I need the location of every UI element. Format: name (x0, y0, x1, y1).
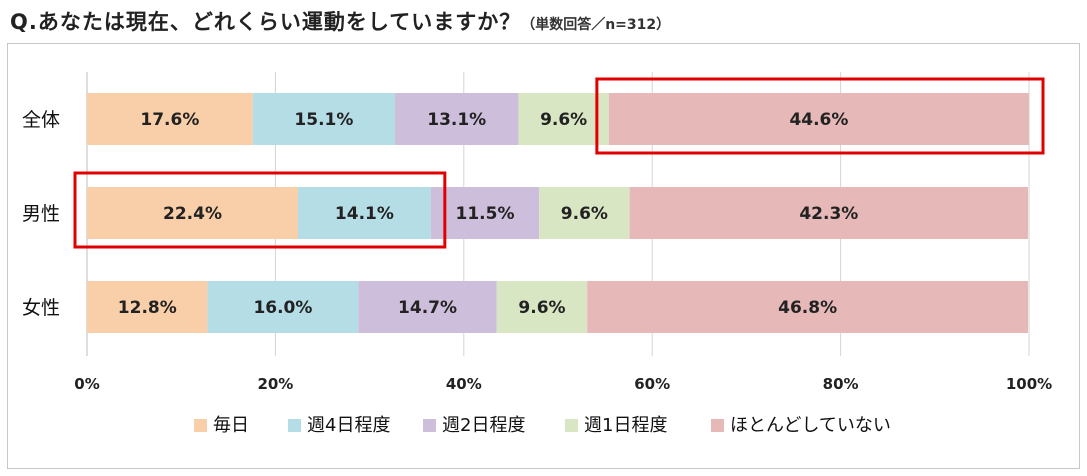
data-label: 9.6% (518, 298, 565, 318)
legend-swatch (565, 419, 578, 432)
legend-label: 毎日 (213, 415, 249, 436)
bar-segment (358, 281, 497, 333)
legend-label: 週4日程度 (307, 415, 390, 436)
legend-label: 週2日程度 (442, 415, 525, 436)
data-label: 16.0% (253, 298, 312, 318)
highlight-box (595, 77, 1045, 155)
bar-segment (496, 281, 588, 333)
legend-swatch (711, 419, 724, 432)
chart-title-main: Q.あなたは現在、どれくらい運動をしていますか？ (10, 10, 522, 34)
chart-title: Q.あなたは現在、どれくらい運動をしていますか？（単数回答／n=312） (10, 6, 670, 36)
chart-title-note: （単数回答／n=312） (521, 17, 671, 33)
data-label: 44.6% (789, 110, 848, 130)
x-tick-label: 80% (823, 375, 859, 393)
data-label: 22.4% (163, 204, 222, 224)
data-label: 14.1% (335, 204, 394, 224)
bar-segment (587, 281, 1029, 333)
x-tick-labels: 0% 20% 40% 60% 80% 100% (74, 375, 1052, 393)
category-label: 女性 (22, 297, 60, 319)
bar-segment (87, 187, 299, 239)
data-label: 9.6% (540, 110, 587, 130)
bars: 17.6% 15.1% 13.1% 9.6% 44.6% 22.4% 14.1% 11.5% 9… (87, 93, 1029, 333)
x-tick-label: 100% (1006, 375, 1052, 393)
category-label: 男性 (22, 203, 60, 225)
legend-swatch (288, 419, 301, 432)
bar-segment (395, 93, 519, 145)
bar-segment (298, 187, 431, 239)
data-label: 12.8% (118, 298, 177, 318)
highlight-boxes (73, 77, 1045, 249)
legend-swatch (194, 419, 207, 432)
x-tick-label: 20% (257, 375, 293, 393)
bar-segment (518, 93, 609, 145)
bar-segment (608, 93, 1029, 145)
legend-swatch (423, 419, 436, 432)
data-label: 46.8% (778, 298, 837, 318)
bar-segment (252, 93, 396, 145)
x-tick-label: 0% (74, 375, 99, 393)
highlight-box (73, 171, 447, 249)
legend-label: 週1日程度 (584, 415, 667, 436)
data-label: 13.1% (427, 110, 486, 130)
data-label: 14.7% (398, 298, 457, 318)
bar-segment (629, 187, 1029, 239)
legend-label: ほとんどしていない (730, 415, 891, 436)
bar-segment (87, 93, 253, 145)
data-label: 11.5% (456, 204, 515, 224)
bar-segment (539, 187, 630, 239)
category-label: 全体 (22, 109, 60, 131)
data-label: 42.3% (799, 204, 858, 224)
bar-segment (87, 281, 208, 333)
data-label: 15.1% (294, 110, 353, 130)
x-tick-label: 60% (634, 375, 670, 393)
data-label: 9.6% (561, 204, 608, 224)
x-tick-label: 40% (446, 375, 482, 393)
bar-segment (430, 187, 540, 239)
data-label: 17.6% (140, 110, 199, 130)
bar-segment (207, 281, 359, 333)
legend: 毎日 週4日程度 週2日程度 週1日程度 ほとんどしていない (194, 415, 891, 436)
